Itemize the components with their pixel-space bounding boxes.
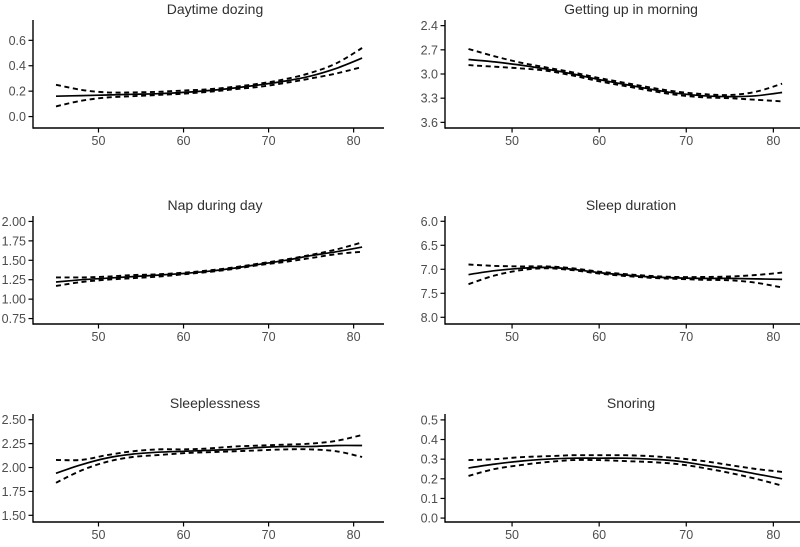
panel-row-3: Sleeplessness 2.50 2.25 2.00 1.75 1.50 50 60 70… [0,394,800,544]
series-ci-lower-line [55,448,363,484]
y-tick-label: 2.00 [2,215,26,229]
sleeplessness-plot: 2.50 2.25 2.00 1.75 1.50 50 60 70 80 [2,413,384,542]
x-tick-label: 80 [347,528,361,542]
series-ci-lower-line [468,458,783,487]
y-tick-label: 3.0 [421,68,438,82]
x-tick-label: 80 [347,330,361,344]
y-tick-label: 2.25 [2,437,26,451]
y-tick-label: 1.00 [2,293,26,307]
y-tick-label: 0.0 [421,512,438,526]
y-tick-label: 3.6 [421,116,438,130]
series-ci-upper-line [468,454,783,473]
y-tick-label: 0.2 [9,85,26,99]
y-tick-label: 6.0 [421,215,438,229]
panel-sleep-duration: Sleep duration 6.0 6.5 7.0 7.5 8.0 50 60 70 80 [400,196,800,346]
y-tick-label: 1.50 [2,254,26,268]
x-tick-label: 50 [505,330,519,344]
y-tick-label: 0.0 [9,110,26,124]
series-ci-upper-line [55,47,363,94]
series-ci-lower-line [55,66,363,108]
y-tick-label: 2.00 [2,461,26,475]
panel-title: Snoring [606,395,656,411]
x-tick-label: 70 [262,330,276,344]
series-estimate-line [468,457,783,480]
y-tick-label: 0.5 [421,413,438,427]
panel-title: Nap during day [167,197,263,213]
snoring-plot: 0.5 0.4 0.3 0.2 0.1 0.0 50 60 70 80 [421,413,800,542]
series-ci-lower-line [468,267,783,289]
series-estimate-line [55,246,363,283]
x-tick-label: 50 [92,330,106,344]
y-tick-label: 1.75 [2,234,26,248]
series-ci-upper-line [468,48,783,97]
panel-nap-during-day: Nap during day 2.00 1.75 1.50 1.25 1.00 0.75 5… [0,196,400,346]
y-tick-label: 0.4 [9,59,26,73]
x-tick-label: 60 [592,528,606,542]
y-tick-label: 1.75 [2,485,26,499]
y-tick-label: 7.0 [421,263,438,277]
x-tick-label: 70 [262,528,276,542]
series-estimate-line [55,57,363,98]
y-tick-label: 2.7 [421,43,438,57]
y-tick-label: 6.5 [421,239,438,253]
panel-row-2: Nap during day 2.00 1.75 1.50 1.25 1.00 0.75 5… [0,196,800,346]
series-ci-upper-line [55,241,363,279]
x-tick-label: 70 [679,134,693,148]
panel-snoring: Snoring 0.5 0.4 0.3 0.2 0.1 0.0 50 60 70 80 [400,394,800,544]
y-tick-label: 2.50 [2,413,26,427]
y-tick-label: 3.3 [421,92,438,106]
panel-title: Sleeplessness [169,395,261,411]
series-estimate-line [468,58,783,98]
panel-title: Getting up in morning [564,1,698,17]
x-tick-label: 70 [262,134,276,148]
series-ci-lower-line [468,64,783,103]
y-tick-label: 8.0 [421,311,438,325]
x-tick-label: 80 [766,134,780,148]
y-tick-label: 0.2 [421,472,438,486]
daytime-dozing-plot: 0.0 0.2 0.4 0.6 50 60 70 80 [9,20,384,148]
x-tick-label: 60 [592,134,606,148]
x-tick-label: 50 [92,528,106,542]
y-tick-label: 0.1 [421,492,438,506]
panel-row-1: Daytime dozing 0.0 0.2 0.4 0.6 50 60 70 80 Gett… [0,0,800,150]
x-tick-label: 60 [177,528,191,542]
panel-getting-up-in-morning: Getting up in morning 2.4 2.7 3.0 3.3 3.6 50 6… [400,0,800,150]
x-tick-label: 60 [592,330,606,344]
x-tick-label: 60 [177,330,191,344]
x-tick-label: 50 [505,528,519,542]
getting-up-plot: 2.4 2.7 3.0 3.3 3.6 50 60 70 80 [421,19,800,148]
series-ci-upper-line [55,434,363,462]
x-tick-label: 70 [679,528,693,542]
panel-title: Sleep duration [585,197,677,213]
y-tick-label: 0.4 [421,433,438,447]
nap-during-day-plot: 2.00 1.75 1.50 1.25 1.00 0.75 50 60 70 80 [2,215,384,344]
x-tick-label: 80 [766,528,780,542]
y-tick-label: 7.5 [421,287,438,301]
panel-title: Daytime dozing [166,1,264,17]
sleep-duration-plot: 6.0 6.5 7.0 7.5 8.0 50 60 70 80 [421,215,800,344]
y-tick-label: 1.50 [2,509,26,523]
panel-sleeplessness: Sleeplessness 2.50 2.25 2.00 1.75 1.50 50 60 70… [0,394,400,544]
series-estimate-line [55,444,363,475]
x-tick-label: 70 [679,330,693,344]
y-tick-label: 0.6 [9,34,26,48]
y-tick-label: 0.3 [421,453,438,467]
series-ci-upper-line [468,263,783,278]
y-tick-label: 1.25 [2,273,26,287]
series-ci-lower-line [55,250,363,287]
x-tick-label: 50 [505,134,519,148]
y-tick-label: 2.4 [421,19,438,33]
x-tick-label: 60 [177,134,191,148]
x-tick-label: 50 [92,134,106,148]
y-tick-label: 0.75 [2,312,26,326]
x-tick-label: 80 [347,134,361,148]
x-tick-label: 80 [766,330,780,344]
panel-daytime-dozing: Daytime dozing 0.0 0.2 0.4 0.6 50 60 70 80 [0,0,400,150]
